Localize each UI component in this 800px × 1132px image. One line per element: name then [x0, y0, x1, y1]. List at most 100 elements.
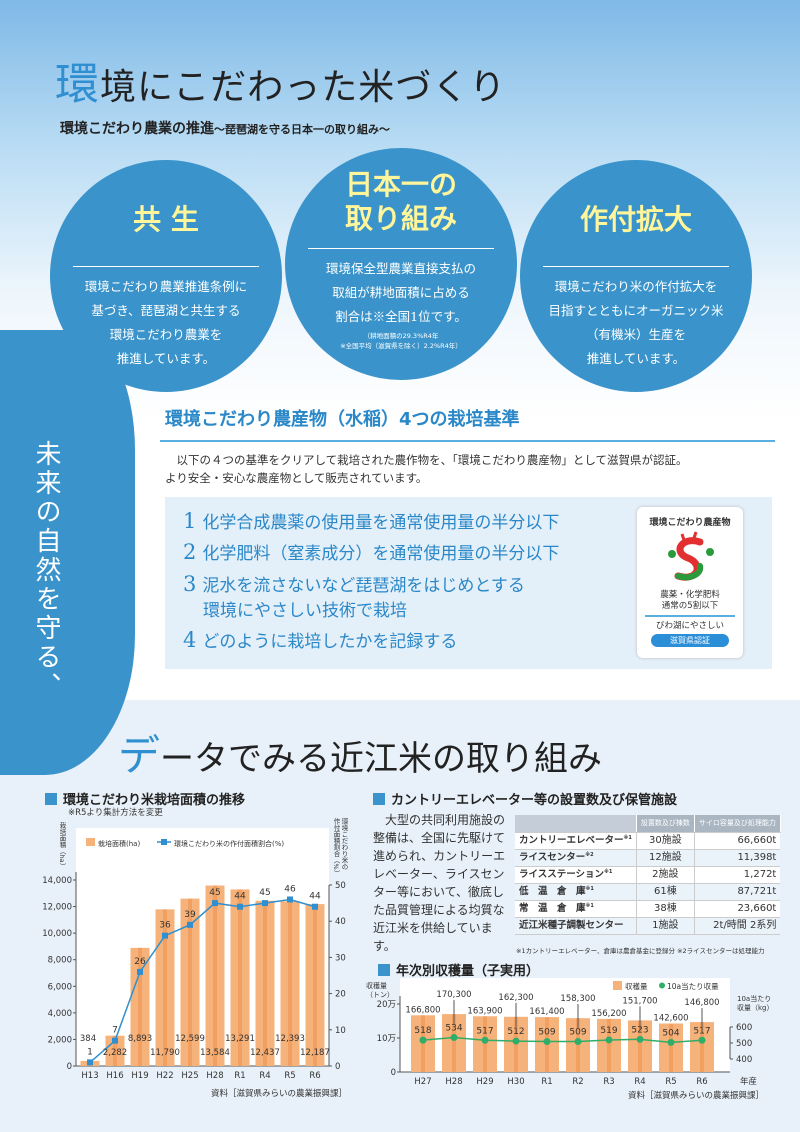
bar-data-label: 13,584 [200, 1048, 230, 1058]
line-data-label: 512 [507, 1027, 524, 1037]
divider [543, 266, 729, 267]
shiga-s-mark-icon [668, 531, 714, 581]
facilities-footnote: ※1カントリーエレベーター、倉庫は農倉基金に登録分 ※2ライスセンターは処理能力 [516, 947, 765, 955]
bar-highlight [113, 1035, 117, 1066]
bar-highlight [452, 1014, 456, 1072]
bar-highlight [263, 900, 267, 1066]
bar-highlight [213, 885, 217, 1066]
facility-capacity: 23,660t [694, 900, 781, 918]
bar-highlight [638, 1020, 642, 1072]
bar-data-label: 166,800 [405, 1005, 440, 1015]
legend-marker [161, 839, 167, 845]
chart1-y2-axis-label: 環境こだわり米の作付面積割合（%） [332, 818, 348, 877]
bar-highlight [238, 889, 242, 1066]
line-data-label: 504 [662, 1028, 679, 1038]
bar-data-label: 162,300 [498, 993, 533, 1003]
x-tick-label: H16 [106, 1071, 123, 1081]
x-tick-label: R1 [234, 1071, 245, 1081]
line-data-label: 44 [234, 892, 246, 902]
y-tick-label: 8,000 [48, 956, 72, 966]
bar-data-label: 158,300 [560, 994, 595, 1004]
facilities-text: 大型の共同利用施設の整備は、全国に先駆けて進められ、カントリーエレベーター、ライ… [373, 813, 506, 953]
line-data-label: 45 [209, 888, 220, 898]
x-tick-label: R5 [665, 1077, 676, 1087]
facility-count: 12施設 [636, 849, 695, 867]
standards-title: 環境こだわり農産物（水稲）4つの栽培基準 [165, 409, 520, 430]
chart1-note: ※R5より集計方法を変更 [68, 808, 163, 818]
bar-data-label: 13,291 [225, 1034, 255, 1044]
line-marker [543, 1038, 551, 1046]
line-data-label: 26 [134, 957, 146, 967]
x-tick-label: H22 [156, 1071, 173, 1081]
y2-tick-label: 40 [335, 917, 346, 927]
facility-name: 近江米種子調製センター [515, 917, 637, 935]
y-tick-label: 10万 [377, 1034, 396, 1044]
y-tick-label: 12,000 [42, 903, 72, 913]
series-line [89, 898, 316, 1063]
facility-count: 61棟 [636, 883, 695, 901]
series-line [422, 1036, 703, 1044]
facility-name: 常 温 倉 庫※1 [515, 900, 637, 918]
standard-item: 2 化学肥料（窒素成分）を通常使用量の半分以下 [183, 540, 560, 564]
bar-highlight [576, 1018, 580, 1072]
chart1-source: 資料［滋賀県みらいの農業振興課］ [211, 1089, 348, 1099]
bar-highlight [669, 1023, 673, 1072]
bar-data-label: 12,187 [300, 1048, 330, 1058]
line-marker [574, 1038, 582, 1046]
x-tick-label: H30 [507, 1077, 524, 1087]
x-tick-label: R2 [572, 1077, 583, 1087]
certification-logo: 環境こだわり農産物 農薬・化学肥料 通常の5割以下 びわ湖にやさしい 滋賀県認証 [637, 507, 743, 658]
line-marker [698, 1036, 706, 1044]
x-tick-label: R6 [309, 1071, 320, 1081]
x-tick-label: R4 [259, 1071, 270, 1081]
line-data-label: 518 [414, 1026, 431, 1036]
line-data-label: 7 [112, 1026, 118, 1036]
bar-highlight [163, 909, 167, 1066]
y-tick-label: 4,000 [48, 1009, 72, 1019]
y2-tick-label: 400 [736, 1055, 752, 1065]
divider [160, 440, 775, 442]
y2-tick-label: 50 [335, 881, 346, 891]
bullet-square [378, 964, 390, 976]
facilities-table: 設置数及び棟数 サイロ容量及び処理能力 カントリーエレベーター※1 30施設 66,6… [515, 815, 781, 935]
line-marker [212, 900, 218, 907]
line-data-label: 519 [600, 1026, 617, 1036]
divider [308, 248, 494, 249]
line-data-label: 39 [184, 910, 196, 920]
divider [73, 266, 259, 267]
line-marker [419, 1036, 427, 1044]
x-tick-label: H29 [476, 1077, 493, 1087]
chart1-y-axis-label: 栽培面積（ha） [58, 822, 66, 870]
y2-tick-label: 600 [736, 1023, 752, 1033]
table-row: カントリーエレベーター※1 30施設 66,660t [515, 832, 781, 850]
bullet-square [45, 793, 57, 805]
line-data-label: 46 [284, 884, 296, 894]
bar-data-label: 12,437 [250, 1048, 280, 1058]
chart2-title: 年次別収穫量（子実用） [378, 960, 539, 979]
bar-data-label: 163,900 [467, 1006, 502, 1016]
x-tick-label: R4 [634, 1077, 645, 1087]
facility-capacity: 87,721t [694, 883, 781, 901]
chart2-y2-axis-label: 10a当たり収量（kg） [737, 995, 774, 1012]
line-marker [137, 968, 143, 975]
line-marker [237, 903, 243, 910]
x-axis-label: 年産 [740, 1076, 757, 1087]
table-row: 低 温 倉 庫※1 61棟 87,721t [515, 883, 781, 901]
line-marker [450, 1034, 458, 1042]
x-tick-label: R5 [284, 1071, 295, 1081]
page-title: 環境にこだわった米づくり [55, 59, 507, 110]
standards-intro: 以下の４つの基準をクリアして栽培された農作物を、「環境こだわり農産物」として滋賀… [165, 453, 688, 485]
x-tick-label: H19 [131, 1071, 148, 1081]
table-row: ライスステーション※1 2施設 1,272t [515, 866, 781, 884]
bar-highlight [313, 904, 317, 1066]
legend-label: 環境こだわり米の作付面積割合(%) [174, 839, 284, 848]
circle-sakutsuke: 作付拡大 環境こだわり米の作付拡大を 目指すとともにオーガニック米 （有機米）生産を… [520, 160, 752, 392]
y-tick-label: 6,000 [48, 982, 72, 992]
line-marker [481, 1036, 489, 1044]
facility-count: 2施設 [636, 866, 695, 884]
x-tick-label: R6 [696, 1077, 707, 1087]
legend-label: 収穫量 [625, 981, 648, 991]
standard-item: 1 化学合成農薬の使用量を通常使用量の半分以下 [183, 509, 560, 533]
line-data-label: 36 [159, 921, 171, 931]
